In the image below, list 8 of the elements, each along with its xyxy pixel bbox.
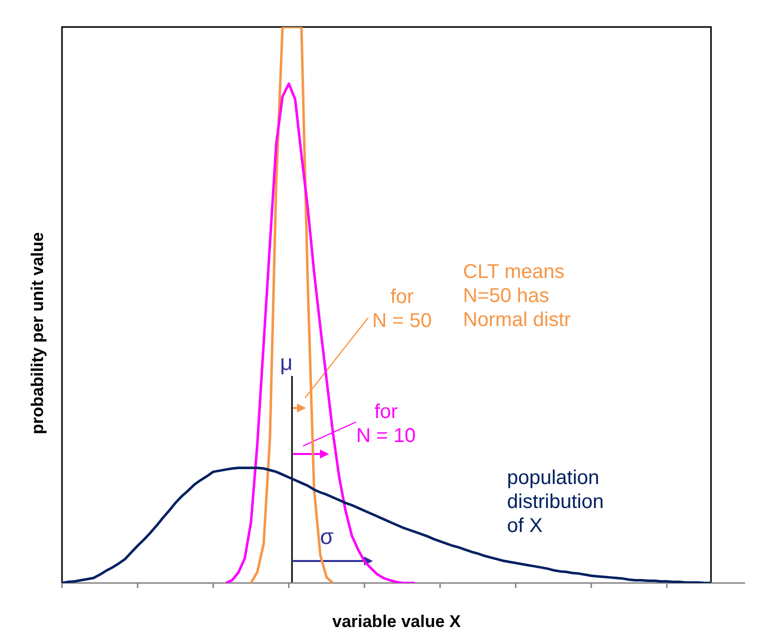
annotation: σ [320, 524, 334, 550]
series-label: population distribution of X [507, 466, 604, 538]
y-axis-title: probability per unit value [28, 231, 48, 436]
x-axis-title: variable value X [331, 612, 462, 632]
text: for N = 50 [371, 285, 433, 333]
series-label: for N = 10 [355, 400, 417, 448]
annotation: CLT means N=50 has Normal distr [463, 260, 571, 332]
annotation: μ [280, 350, 293, 376]
